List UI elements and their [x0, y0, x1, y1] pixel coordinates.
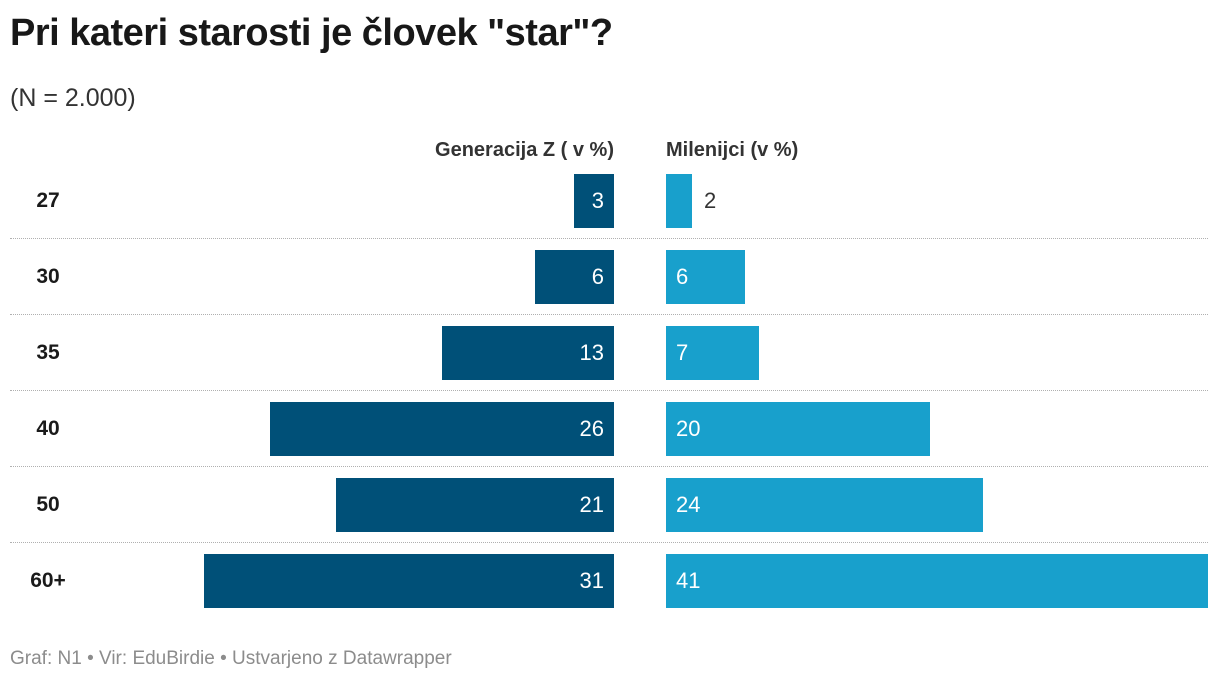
category-label: 40 [36, 417, 60, 440]
chart-row: 60+ 31 41 [0, 554, 1220, 630]
chart-title: Pri kateri starosti je človek "star"? [10, 12, 613, 54]
row-divider [10, 314, 1208, 315]
value-label-gen-z: 31 [579, 568, 604, 593]
value-label-millennials: 24 [676, 492, 701, 517]
category-label: 30 [36, 265, 60, 288]
bar-gen-z [336, 478, 614, 532]
chart-row: 27 3 2 [0, 174, 1220, 250]
bar-gen-z [535, 250, 614, 304]
category-label: 35 [36, 341, 60, 364]
bar-millennials [666, 326, 759, 380]
bar-gen-z [204, 554, 614, 608]
value-label-millennials: 2 [704, 188, 717, 213]
bar-millennials [666, 402, 930, 456]
bar-millennials [666, 250, 745, 304]
bar-gen-z [270, 402, 614, 456]
value-label-gen-z: 21 [579, 492, 604, 517]
chart-row: 30 6 6 [0, 250, 1220, 326]
value-label-gen-z: 13 [579, 340, 604, 365]
row-divider [10, 390, 1208, 391]
row-divider [10, 466, 1208, 467]
category-label: 27 [36, 189, 60, 212]
row-divider [10, 238, 1208, 239]
bar-millennials [666, 478, 983, 532]
chart-subtitle: (N = 2.000) [10, 84, 136, 112]
chart-row: 35 13 7 [0, 326, 1220, 402]
bar-millennials [666, 554, 1208, 608]
value-label-millennials: 7 [676, 340, 689, 365]
value-label-millennials: 20 [676, 416, 701, 441]
bar-millennials [666, 174, 692, 228]
series-header-millennials: Milenijci (v %) [666, 139, 799, 161]
category-label: 50 [36, 493, 60, 516]
value-label-gen-z: 26 [579, 416, 604, 441]
chart-row: 40 26 20 [0, 402, 1220, 478]
value-label-millennials: 41 [676, 568, 701, 593]
value-label-gen-z: 3 [591, 188, 604, 213]
chart-footer: Graf: N1 • Vir: EduBirdie • Ustvarjeno z… [10, 648, 452, 669]
bar-gen-z [442, 326, 614, 380]
value-label-millennials: 6 [676, 264, 689, 289]
row-divider [10, 542, 1208, 543]
category-label: 60+ [30, 569, 66, 592]
bar-gen-z [574, 174, 614, 228]
chart-row: 50 21 24 [0, 478, 1220, 554]
value-label-gen-z: 6 [591, 264, 604, 289]
series-header-gen-z: Generacija Z ( v %) [435, 139, 614, 161]
